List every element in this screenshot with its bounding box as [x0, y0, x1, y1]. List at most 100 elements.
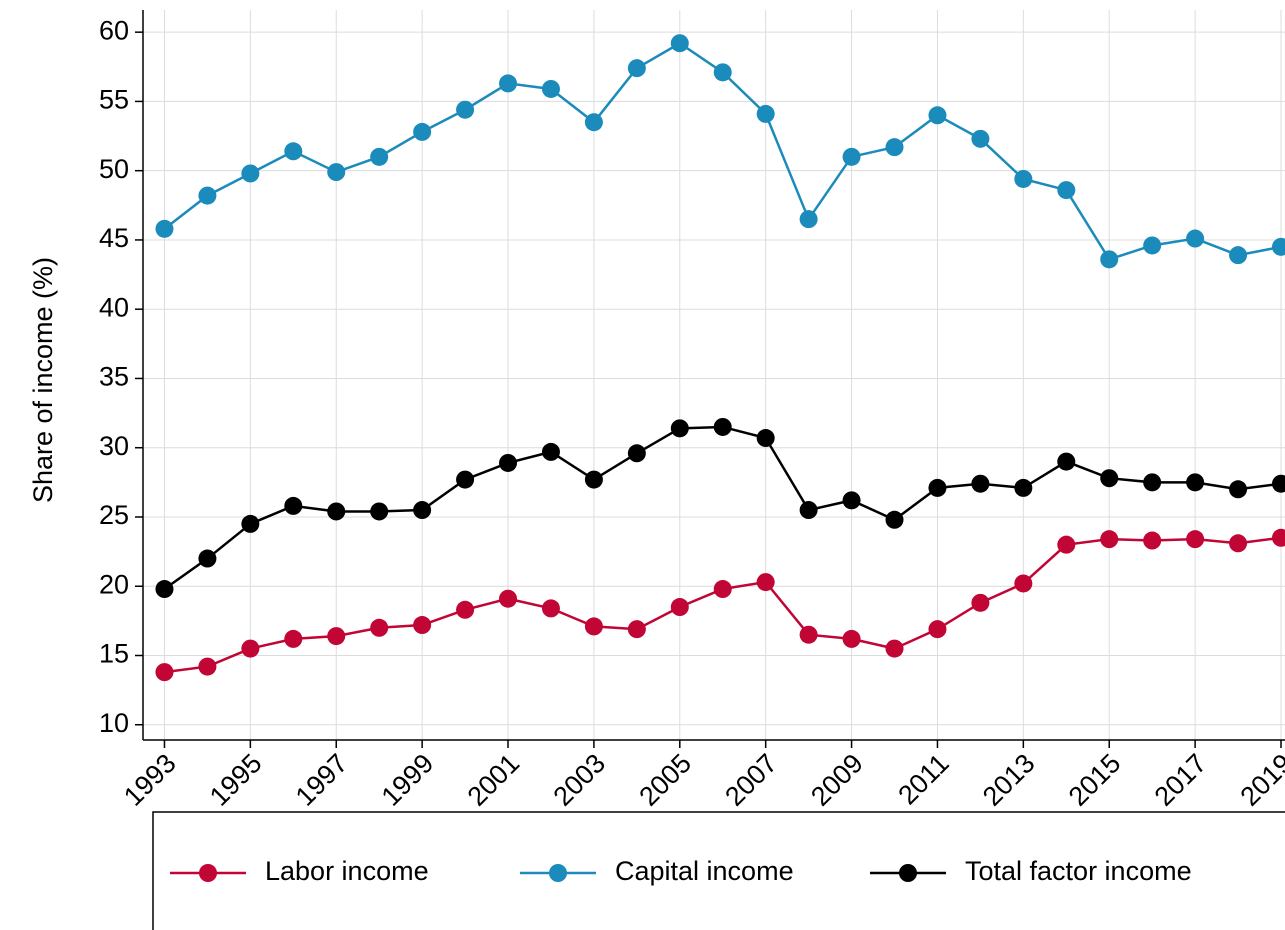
legend-label: Capital income [615, 856, 794, 886]
legend-marker [899, 864, 917, 882]
data-point [541, 442, 560, 461]
legend-box [152, 811, 1285, 930]
data-point [971, 129, 990, 148]
data-point [155, 219, 174, 238]
x-tick-label: 2019 [1235, 748, 1285, 812]
data-point [456, 600, 475, 619]
data-point [198, 186, 217, 205]
data-point [456, 100, 475, 119]
data-point [1272, 237, 1285, 256]
data-point [670, 34, 689, 53]
data-point [541, 599, 560, 618]
data-point [842, 147, 861, 166]
data-point [1143, 236, 1162, 255]
data-point [1272, 528, 1285, 547]
y-tick-label: 55 [99, 85, 129, 115]
x-tick-label: 1999 [376, 748, 440, 812]
data-point [1057, 452, 1076, 471]
y-tick-label: 45 [99, 223, 129, 253]
data-point [327, 627, 346, 646]
y-tick-label: 20 [99, 569, 129, 599]
data-point [713, 580, 732, 599]
data-point [499, 74, 518, 93]
data-point [198, 657, 217, 676]
data-point [370, 502, 389, 521]
y-tick-label: 30 [99, 431, 129, 461]
data-point [155, 663, 174, 682]
data-point [670, 419, 689, 438]
x-tick-label: 2005 [633, 748, 697, 812]
series-line [164, 536, 1282, 674]
x-tick-label: 1993 [118, 748, 182, 812]
data-point [1143, 473, 1162, 492]
data-point [584, 617, 603, 636]
data-point [971, 474, 990, 493]
data-point [928, 478, 947, 497]
data-point [370, 147, 389, 166]
data-point [198, 549, 217, 568]
data-point [241, 164, 260, 183]
data-point [584, 470, 603, 489]
data-point [541, 79, 560, 98]
data-point [885, 510, 904, 529]
y-tick-label: 60 [99, 15, 129, 45]
data-point [1229, 246, 1248, 265]
data-point [627, 620, 646, 639]
data-point [1229, 480, 1248, 499]
x-tick-label: 2013 [977, 748, 1041, 812]
x-tick-label: 1997 [290, 748, 354, 812]
data-point [413, 616, 432, 635]
data-point [413, 122, 432, 141]
x-tick-label: 2007 [719, 748, 783, 812]
x-tick-label: 2001 [462, 748, 526, 812]
data-point [971, 593, 990, 612]
data-point [1143, 531, 1162, 550]
data-point [499, 453, 518, 472]
legend-marker [549, 864, 567, 882]
x-tick-label: 2003 [547, 748, 611, 812]
data-point [1100, 250, 1119, 269]
data-point [1186, 229, 1205, 248]
grid [143, 10, 1285, 740]
data-point [1014, 169, 1033, 188]
x-tick-label: 2015 [1063, 748, 1127, 812]
data-point [1100, 530, 1119, 549]
x-tick-label: 2009 [805, 748, 869, 812]
data-point [370, 618, 389, 637]
data-point [284, 496, 303, 515]
data-point [756, 429, 775, 448]
data-point [1272, 474, 1285, 493]
data-point [1014, 574, 1033, 593]
data-point [885, 639, 904, 658]
data-point [756, 104, 775, 123]
data-point [284, 629, 303, 648]
y-tick-label: 35 [99, 362, 129, 392]
data-point [627, 59, 646, 78]
legend-label: Total factor income [965, 856, 1192, 886]
data-point [1186, 530, 1205, 549]
x-tick-label: 1995 [204, 748, 268, 812]
data-point [499, 589, 518, 608]
data-point [799, 210, 818, 229]
data-point [713, 63, 732, 82]
data-point [842, 491, 861, 510]
y-tick-label: 10 [99, 708, 129, 738]
y-tick-label: 25 [99, 500, 129, 530]
data-point [713, 417, 732, 436]
data-point [1229, 534, 1248, 553]
data-point [413, 501, 432, 520]
data-point [1186, 473, 1205, 492]
data-point [799, 501, 818, 520]
data-point [799, 625, 818, 644]
y-tick-label: 50 [99, 154, 129, 184]
data-point [284, 142, 303, 161]
legend-label: Labor income [265, 856, 429, 886]
data-point [928, 620, 947, 639]
data-point [327, 502, 346, 521]
data-point [584, 113, 603, 132]
x-tick-label: 2017 [1149, 748, 1213, 812]
y-tick-label: 15 [99, 639, 129, 669]
data-point [456, 470, 475, 489]
data-point [885, 138, 904, 157]
